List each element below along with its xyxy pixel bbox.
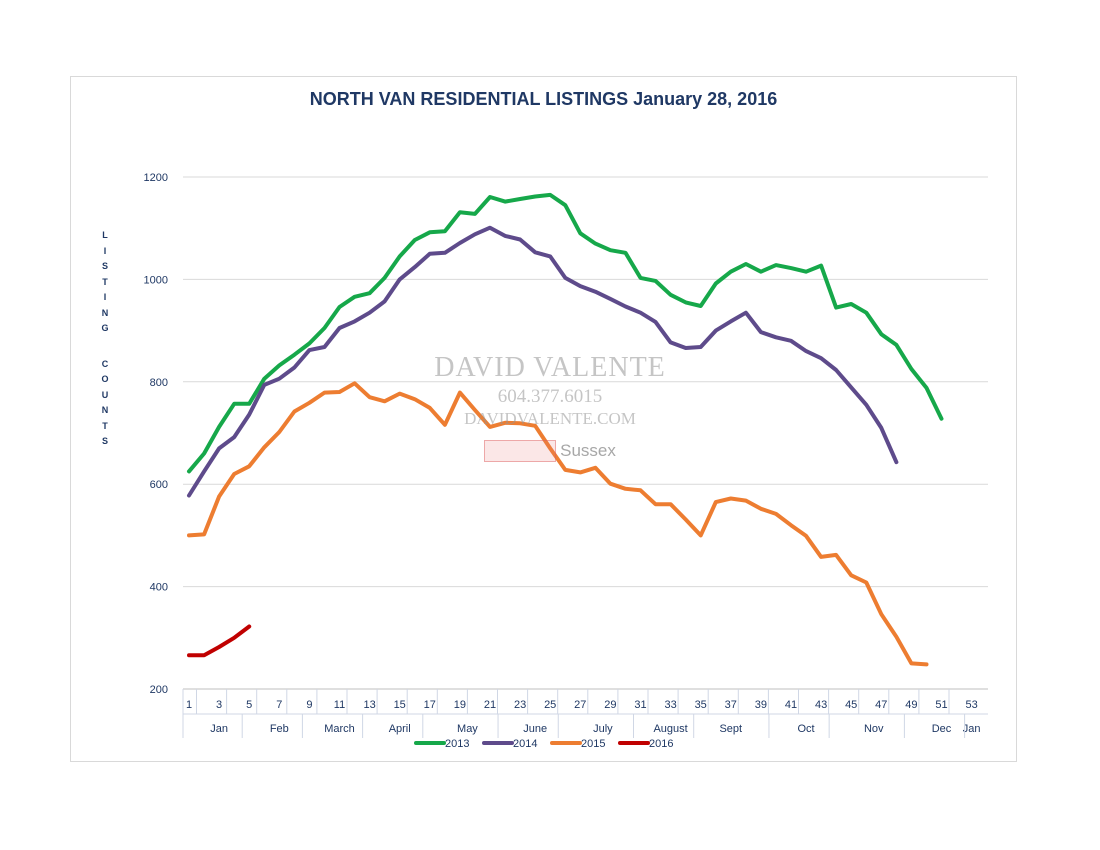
x-tick-label: 45	[845, 699, 857, 711]
chart-title: NORTH VAN RESIDENTIAL LISTINGS January 2…	[309, 89, 778, 109]
x-tick-label: 29	[604, 699, 616, 711]
x-tick-label: 17	[424, 699, 436, 711]
x-month-label: Sept	[719, 723, 742, 735]
x-tick-label: 23	[514, 699, 526, 711]
y-axis-label-letter: N	[101, 307, 109, 318]
series-line-2016	[187, 624, 252, 658]
x-tick-label: 41	[785, 699, 797, 711]
x-month-label: Dec	[932, 723, 952, 735]
legend-label-2016: 2016	[649, 738, 673, 750]
x-tick-label: 43	[815, 699, 827, 711]
x-tick-label: 37	[725, 699, 737, 711]
x-tick-label: 47	[875, 699, 887, 711]
x-month-label: March	[324, 723, 355, 735]
x-tick-label: 13	[363, 699, 375, 711]
x-tick-label: 5	[246, 699, 252, 711]
x-tick-label: 53	[965, 699, 977, 711]
y-tick-label: 600	[150, 479, 168, 491]
y-tick-label: 800	[150, 377, 168, 389]
x-month-label: Oct	[797, 723, 814, 735]
y-axis-label-letter: U	[101, 389, 109, 400]
series-line-2014	[187, 225, 899, 498]
y-axis-label-letter: S	[101, 436, 108, 446]
legend-label-2014: 2014	[513, 738, 537, 750]
legend-label-2015: 2015	[581, 738, 605, 750]
x-month-label: Feb	[270, 723, 289, 735]
x-tick-label: 51	[935, 699, 947, 711]
series-line-2013	[187, 192, 944, 474]
x-tick-label: 25	[544, 699, 556, 711]
x-month-label: April	[389, 723, 411, 735]
x-month-label: June	[523, 723, 547, 735]
y-axis-label-letter: I	[103, 245, 107, 256]
y-axis-label-letter: N	[101, 405, 109, 415]
series-line-2015	[187, 381, 929, 667]
x-tick-label: 9	[306, 699, 312, 711]
x-tick-label: 35	[695, 699, 707, 711]
x-tick-label: 49	[905, 699, 917, 711]
y-tick-label: 400	[150, 582, 168, 594]
x-month-label: May	[457, 723, 478, 735]
x-tick-label: 33	[664, 699, 676, 711]
y-tick-label: 1200	[144, 172, 168, 184]
x-tick-label: 19	[454, 699, 466, 711]
y-axis-label-letter: O	[101, 374, 109, 384]
x-tick-label: 21	[484, 699, 496, 711]
y-tick-label: 200	[150, 684, 168, 696]
x-month-label: Nov	[864, 723, 884, 735]
y-axis-label-letter: L	[102, 230, 108, 240]
x-tick-label: 31	[634, 699, 646, 711]
y-tick-label: 1000	[144, 274, 168, 286]
x-tick-label: 7	[276, 699, 282, 711]
y-axis-label-letter: C	[101, 358, 109, 369]
x-tick-label: 1	[186, 699, 192, 711]
x-month-label: July	[593, 723, 613, 735]
y-axis-label-letter: T	[102, 420, 108, 431]
y-axis-label-letter: I	[103, 292, 107, 302]
x-month-label: Jan	[963, 723, 981, 735]
y-axis-label-letter: T	[102, 276, 108, 287]
x-month-label: August	[653, 723, 687, 735]
x-tick-label: 11	[334, 699, 345, 711]
x-tick-label: 27	[574, 699, 586, 711]
x-tick-label: 39	[755, 699, 767, 711]
y-axis-label-letter: G	[101, 323, 109, 333]
x-tick-label: 3	[216, 699, 222, 711]
x-tick-label: 15	[394, 699, 406, 711]
chart-frame	[70, 76, 1017, 762]
legend-label-2013: 2013	[445, 738, 469, 750]
y-axis-label-letter: S	[101, 261, 108, 271]
x-month-label: Jan	[210, 723, 228, 735]
